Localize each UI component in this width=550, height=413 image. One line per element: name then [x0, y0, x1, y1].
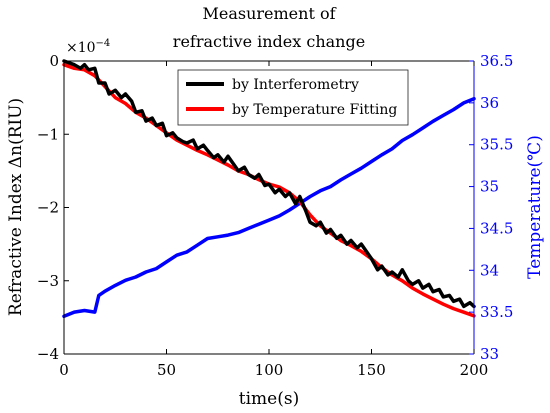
chart-title-line-2: refractive index change: [173, 32, 365, 51]
x-tick-label: 200: [460, 361, 489, 379]
legend-label-temperature-fitting: by Temperature Fitting: [232, 102, 397, 118]
x-axis-label: time(s): [239, 389, 299, 409]
right-y-tick-label: 35: [480, 178, 499, 196]
right-y-tick-label: 36: [480, 94, 499, 112]
left-y-tick-label: −4: [37, 345, 59, 363]
left-y-tick-label: 0: [49, 52, 59, 70]
right-y-tick-label: 33: [480, 345, 499, 363]
left-axis-exponent-base: ×10: [66, 40, 96, 56]
series-line-temperature: [62, 96, 476, 319]
x-tick-label: 100: [255, 361, 284, 379]
right-axis-label: Temperature(℃): [525, 135, 545, 279]
left-axis-exponent-power: −4: [96, 38, 111, 49]
left-axis-label: Refractive Index Δn(RIU): [6, 98, 26, 316]
legend: by Interferometry by Temperature Fitting: [177, 69, 409, 126]
right-y-tick-label: 34: [480, 261, 499, 279]
series-layer: [62, 59, 476, 319]
right-y-tick-label: 34.5: [480, 219, 513, 237]
right-y-tick-label: 36.5: [480, 52, 513, 70]
left-axis-exponent: ×10−4: [66, 38, 110, 56]
axes-layer: 0 50 100 150 200 0 −1 −2 −3 −4 33 33.5 34 34.5 35 35.5 3…: [37, 52, 514, 379]
left-y-tick-label: −2: [37, 199, 59, 217]
chart-title-line-1: Measurement of: [202, 4, 336, 23]
right-y-tick-label: 33.5: [480, 303, 513, 321]
series-line-by-interferometry: [62, 59, 476, 309]
x-tick-label: 50: [157, 361, 176, 379]
legend-box: [177, 69, 409, 126]
x-tick-label: 150: [357, 361, 386, 379]
right-y-tick-label: 35.5: [480, 136, 513, 154]
left-y-tick-label: −3: [37, 272, 59, 290]
legend-label-interferometry: by Interferometry: [232, 77, 359, 93]
left-y-tick-label: −1: [37, 125, 59, 143]
x-tick-label: 0: [59, 361, 69, 379]
